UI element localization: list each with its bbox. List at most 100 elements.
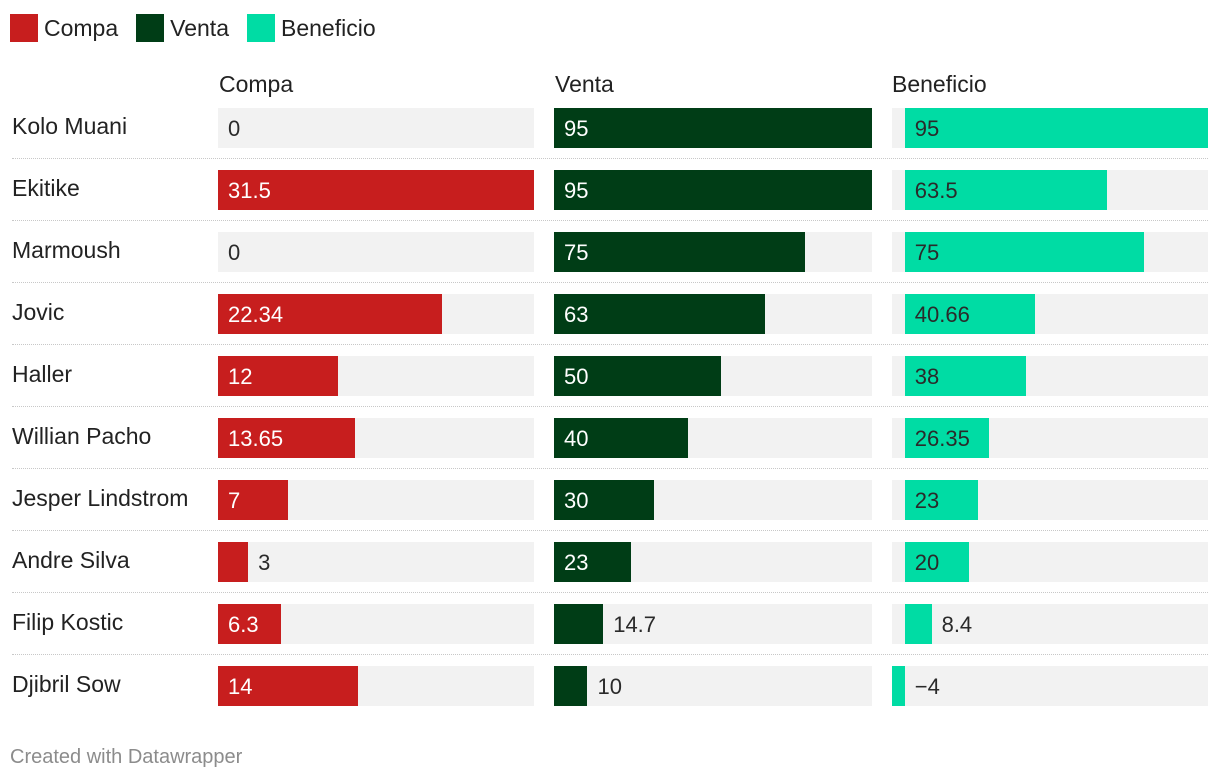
table-row: Kolo Muani 0 95 95 bbox=[0, 100, 1220, 162]
beneficio-bar bbox=[892, 666, 905, 706]
compa-value-label: 14 bbox=[228, 674, 253, 699]
beneficio-track: 75 bbox=[892, 232, 1208, 272]
venta-track: 40 bbox=[554, 418, 872, 458]
compa-value-label: 13.65 bbox=[228, 426, 284, 451]
beneficio-bar bbox=[904, 294, 1035, 334]
table-row: Ekitike 31.5 95 63.5 bbox=[0, 162, 1220, 224]
column-header-venta: Venta bbox=[555, 71, 614, 97]
table-row: Jesper Lindstrom 7 30 23 bbox=[0, 472, 1220, 534]
beneficio-value-label: 23 bbox=[914, 488, 940, 513]
compa-bar bbox=[218, 356, 339, 396]
beneficio-value-label: 40.66 bbox=[914, 302, 970, 327]
category-label-jesper-lindstrom: Jesper Lindstrom bbox=[12, 485, 189, 511]
beneficio-track: 95 bbox=[892, 108, 1208, 148]
beneficio-bar bbox=[904, 604, 932, 644]
table-row: Filip Kostic 6.3 14.7 8.4 bbox=[0, 596, 1220, 658]
beneficio-value-label: 63.5 bbox=[914, 178, 958, 203]
venta-track: 75 bbox=[554, 232, 872, 272]
venta-bar bbox=[554, 604, 604, 644]
row-divider bbox=[12, 654, 1208, 655]
venta-value-label: 95 bbox=[564, 178, 589, 203]
compa-value-label: 0 bbox=[228, 116, 241, 141]
legend-item-beneficio: Beneficio bbox=[247, 14, 376, 42]
compa-value-label: 6.3 bbox=[228, 612, 259, 637]
compa-bar bbox=[218, 170, 534, 210]
beneficio-track: 8.4 bbox=[892, 604, 1208, 644]
category-label-ekitike: Ekitike bbox=[12, 175, 80, 201]
venta-track: 14.7 bbox=[554, 604, 872, 644]
compa-bar bbox=[218, 542, 249, 582]
beneficio-bar bbox=[904, 356, 1027, 396]
legend-swatch-compa bbox=[10, 14, 38, 42]
column-header-compa: Compa bbox=[219, 71, 294, 97]
beneficio-value-label: 38 bbox=[914, 364, 940, 389]
venta-value-label: 23 bbox=[564, 550, 589, 575]
beneficio-bar bbox=[904, 542, 969, 582]
category-label-kolo-muani: Kolo Muani bbox=[12, 113, 128, 139]
compa-track: 14 bbox=[218, 666, 534, 706]
compa-bar bbox=[218, 480, 289, 520]
beneficio-bar bbox=[904, 480, 979, 520]
legend-label-beneficio: Beneficio bbox=[281, 15, 376, 41]
venta-track: 23 bbox=[554, 542, 872, 582]
venta-value-label: 10 bbox=[597, 674, 622, 699]
compa-value-label: 31.5 bbox=[228, 178, 271, 203]
legend-item-venta: Venta bbox=[136, 14, 229, 42]
beneficio-track: 40.66 bbox=[892, 294, 1208, 334]
category-label-andre-silva: Andre Silva bbox=[12, 547, 130, 573]
beneficio-value-label: 8.4 bbox=[941, 612, 973, 637]
compa-bar bbox=[218, 418, 355, 458]
venta-value-label: 50 bbox=[564, 364, 589, 389]
beneficio-value-label: 20 bbox=[914, 550, 940, 575]
venta-value-label: 95 bbox=[564, 116, 589, 141]
row-divider bbox=[12, 530, 1208, 531]
compa-bar bbox=[218, 294, 443, 334]
venta-value-label: 75 bbox=[564, 240, 589, 265]
column-header-beneficio: Beneficio bbox=[892, 71, 987, 97]
compa-bar bbox=[218, 666, 359, 706]
venta-bar bbox=[554, 542, 631, 582]
table-row: Marmoush 0 75 75 bbox=[0, 224, 1220, 286]
row-divider bbox=[12, 282, 1208, 283]
table-row: Andre Silva 3 23 20 bbox=[0, 534, 1220, 596]
venta-value-label: 63 bbox=[564, 302, 589, 327]
compa-track: 0 bbox=[218, 232, 534, 272]
compa-track: 22.34 bbox=[218, 294, 534, 334]
compa-track: 3 bbox=[218, 542, 534, 582]
row-divider bbox=[12, 468, 1208, 469]
compa-value-label: 7 bbox=[228, 488, 241, 513]
compa-value-label: 22.34 bbox=[228, 302, 284, 327]
category-label-filip-kostic: Filip Kostic bbox=[12, 609, 124, 635]
compa-track: 0 bbox=[218, 108, 534, 148]
row-divider bbox=[12, 220, 1208, 221]
row-divider bbox=[12, 592, 1208, 593]
footer-credit: Created with Datawrapper bbox=[10, 746, 243, 768]
venta-bar bbox=[554, 666, 588, 706]
venta-bar bbox=[554, 356, 722, 396]
category-label-jovic: Jovic bbox=[12, 299, 65, 325]
venta-bar bbox=[554, 480, 655, 520]
compa-value-label: 12 bbox=[228, 364, 253, 389]
beneficio-bar bbox=[904, 108, 1208, 148]
legend-swatch-beneficio bbox=[247, 14, 275, 42]
beneficio-bar bbox=[904, 232, 1145, 272]
beneficio-track: 38 bbox=[892, 356, 1208, 396]
venta-track: 30 bbox=[554, 480, 872, 520]
beneficio-value-label: 95 bbox=[914, 116, 940, 141]
table-row: Djibril Sow 14 10 −4 bbox=[0, 658, 1220, 720]
venta-track: 10 bbox=[554, 666, 872, 706]
venta-value-label: 14.7 bbox=[613, 612, 657, 637]
venta-bar bbox=[554, 232, 806, 272]
category-label-haller: Haller bbox=[12, 361, 73, 387]
beneficio-value-label: 26.35 bbox=[914, 426, 970, 451]
table-row: Willian Pacho 13.65 40 26.35 bbox=[0, 410, 1220, 472]
beneficio-value-label: −4 bbox=[914, 674, 940, 699]
row-divider bbox=[12, 158, 1208, 159]
row-divider bbox=[12, 344, 1208, 345]
beneficio-track: −4 bbox=[892, 666, 1208, 706]
beneficio-track: 63.5 bbox=[892, 170, 1208, 210]
venta-bar bbox=[554, 418, 688, 458]
compa-track: 6.3 bbox=[218, 604, 534, 644]
legend-swatch-venta bbox=[136, 14, 165, 42]
table-row: Haller 12 50 38 bbox=[0, 348, 1220, 410]
